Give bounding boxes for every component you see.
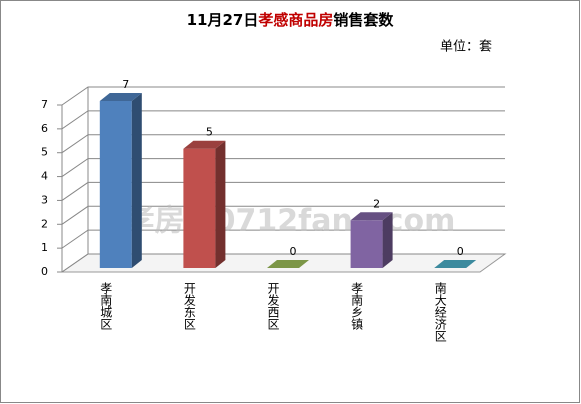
y-tick-label: 2 bbox=[41, 217, 48, 230]
title-part: 销售套数 bbox=[333, 11, 394, 29]
y-tick-label: 4 bbox=[41, 170, 48, 183]
bar bbox=[434, 260, 477, 268]
x-tick-label: 开发西区 bbox=[266, 282, 280, 330]
x-tick-label: 孝南城区 bbox=[99, 282, 113, 330]
y-tick-label: 3 bbox=[41, 193, 48, 206]
bar bbox=[183, 140, 226, 268]
grid-line bbox=[61, 86, 505, 106]
bar bbox=[99, 93, 142, 268]
bar-side bbox=[382, 212, 393, 268]
bar-side bbox=[215, 140, 226, 268]
bar-top bbox=[434, 260, 477, 268]
watermark: 孝房网0712fang.com bbox=[125, 204, 456, 239]
unit-label: 单位：套 bbox=[440, 39, 492, 55]
y-tick-label: 1 bbox=[41, 241, 48, 254]
bar-front bbox=[183, 148, 216, 268]
grid-line bbox=[61, 134, 505, 154]
x-tick-label: 开发东区 bbox=[182, 282, 196, 330]
bar-top bbox=[267, 260, 309, 268]
x-tick-label: 南大经济区 bbox=[433, 281, 447, 342]
title-part: 孝感商品房 bbox=[257, 11, 333, 29]
bar-top bbox=[183, 140, 226, 149]
value-label: 0 bbox=[290, 245, 297, 258]
bar-front bbox=[350, 220, 383, 268]
bar-top bbox=[350, 212, 393, 221]
grid-line bbox=[61, 181, 505, 201]
y-tick-label: 5 bbox=[41, 146, 48, 159]
y-tick-label: 0 bbox=[41, 265, 48, 278]
x-tick-label: 孝南乡镇 bbox=[350, 282, 364, 331]
value-label: 2 bbox=[373, 197, 380, 210]
bar-top bbox=[99, 93, 142, 101]
bar bbox=[267, 260, 309, 268]
chart-title: 11月27日孝感商品房销售套数 bbox=[187, 11, 395, 29]
title-part: 11月27日 bbox=[187, 11, 259, 29]
y-tick-label: 7 bbox=[41, 98, 48, 111]
value-label: 7 bbox=[122, 78, 129, 91]
grid-line bbox=[61, 205, 505, 225]
bar-front bbox=[99, 101, 132, 268]
grid-line bbox=[61, 158, 505, 177]
value-label: 5 bbox=[206, 126, 213, 139]
grid-line bbox=[61, 110, 505, 130]
value-label: 0 bbox=[457, 245, 464, 258]
bar-side bbox=[131, 93, 142, 268]
y-tick-label: 6 bbox=[41, 122, 48, 135]
bar bbox=[350, 212, 393, 268]
